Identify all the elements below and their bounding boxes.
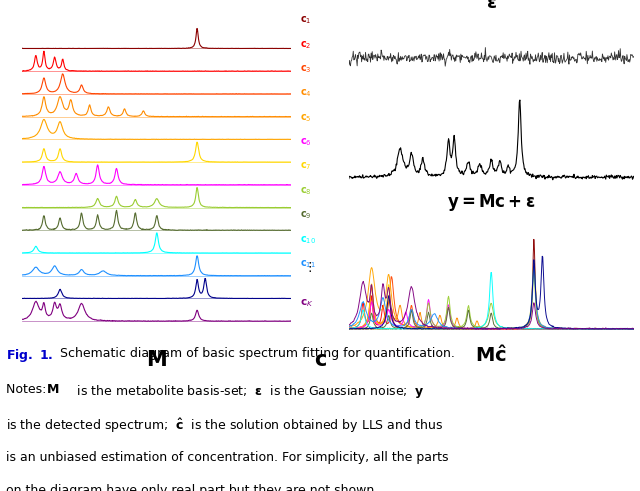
Text: $\vdots$: $\vdots$ — [303, 260, 312, 274]
Text: $\mathbf{c}_7$: $\mathbf{c}_7$ — [300, 161, 312, 172]
Text: $\mathbf{M}$: $\mathbf{M}$ — [147, 350, 167, 370]
Text: $\mathbf{c}_{10}$: $\mathbf{c}_{10}$ — [300, 234, 316, 246]
Text: $\mathbf{c}_K$: $\mathbf{c}_K$ — [300, 298, 314, 309]
Text: $\mathbf{M}$: $\mathbf{M}$ — [46, 383, 59, 396]
Text: $\mathbf{c}$: $\mathbf{c}$ — [314, 350, 326, 370]
Text: $\mathbf{c}_2$: $\mathbf{c}_2$ — [300, 39, 311, 51]
Text: is the detected spectrum;  $\mathbf{\hat{c}}$  is the solution obtained by LLS a: is the detected spectrum; $\mathbf{\hat{… — [6, 417, 444, 436]
Text: on the diagram have only real part but they are not shown.: on the diagram have only real part but t… — [6, 484, 379, 491]
Text: $\mathbf{M\hat{c}}$: $\mathbf{M\hat{c}}$ — [475, 346, 508, 366]
Text: $\mathbf{c}_{11}$: $\mathbf{c}_{11}$ — [300, 258, 316, 270]
Text: Notes:: Notes: — [6, 383, 55, 396]
Text: is the metabolite basis-set;  $\boldsymbol{\varepsilon}$  is the Gaussian noise;: is the metabolite basis-set; $\boldsymbo… — [69, 383, 425, 401]
Text: $\mathbf{c}_5$: $\mathbf{c}_5$ — [300, 112, 312, 124]
Text: $\mathbf{Fig.\ 1.}$: $\mathbf{Fig.\ 1.}$ — [6, 347, 54, 364]
Text: $\mathbf{y = Mc + \varepsilon}$: $\mathbf{y = Mc + \varepsilon}$ — [447, 192, 535, 214]
Text: $\mathbf{c}_1$: $\mathbf{c}_1$ — [300, 14, 311, 26]
Text: $\mathbf{c}_8$: $\mathbf{c}_8$ — [300, 185, 312, 197]
Text: $\mathbf{c}_9$: $\mathbf{c}_9$ — [300, 209, 312, 221]
Text: Schematic diagram of basic spectrum fitting for quantification.: Schematic diagram of basic spectrum fitt… — [60, 347, 454, 359]
Text: $\mathbf{c}_4$: $\mathbf{c}_4$ — [300, 87, 312, 99]
Text: $\mathbf{c}_3$: $\mathbf{c}_3$ — [300, 63, 312, 75]
Text: is an unbiased estimation of concentration. For simplicity, all the parts: is an unbiased estimation of concentrati… — [6, 451, 449, 464]
Text: $\mathbf{c}_6$: $\mathbf{c}_6$ — [300, 136, 312, 148]
Text: $\boldsymbol{\varepsilon}$: $\boldsymbol{\varepsilon}$ — [486, 0, 497, 12]
